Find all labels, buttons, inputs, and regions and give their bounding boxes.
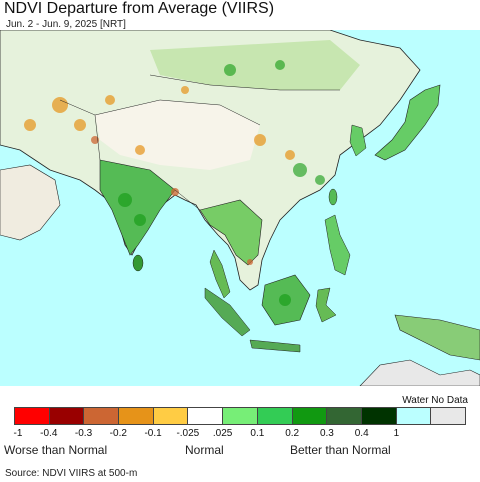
japan	[374, 84, 441, 161]
dry-anomaly-patches	[24, 86, 295, 160]
arabia	[0, 164, 61, 241]
sumatra	[204, 287, 251, 337]
legend-swatch-3	[119, 408, 154, 424]
map-subtitle: Jun. 2 - Jun. 9, 2025 [NRT]	[6, 19, 126, 30]
legend-tick-6: .025	[212, 428, 233, 439]
legend-tick-11: 1	[393, 428, 400, 439]
legend-swatch-12	[431, 408, 465, 424]
legend-swatch-1	[49, 408, 85, 424]
legend-color-bar	[14, 407, 466, 425]
north-band	[150, 40, 360, 90]
legend-ticks: -1 -0.4 -0.3 -0.2 -0.1 -.025 .025 0.1 0.2 0.3 0.4 1	[0, 428, 480, 442]
legend-swatch-11	[396, 408, 432, 424]
ndvi-map	[0, 30, 480, 386]
legend-swatch-9	[327, 408, 362, 424]
legend-swatch-4	[153, 408, 189, 424]
legend-swatch-2	[84, 408, 120, 424]
australia-north	[359, 359, 480, 386]
legend-swatch-7	[257, 408, 293, 424]
legend-caption-better: Better than Normal	[290, 443, 391, 457]
legend-swatch-8	[292, 408, 328, 424]
india	[99, 159, 176, 256]
legend-caption-normal: Normal	[185, 443, 224, 457]
legend-tick-10: 0.4	[354, 428, 369, 439]
legend-tick-8: 0.2	[285, 428, 300, 439]
legend-tick-2: -0.3	[74, 428, 93, 439]
sri-lanka	[132, 254, 144, 272]
taiwan	[328, 188, 338, 206]
legend-tick-4: -0.1	[144, 428, 162, 439]
map-title: NDVI Departure from Average (VIIRS)	[4, 0, 275, 17]
legend-water-nodata-label: Water No Data	[402, 395, 468, 406]
legend-swatch-5	[188, 408, 224, 424]
legend-tick-3: -0.2	[109, 428, 127, 439]
legend-tick-5: -.025	[176, 428, 200, 439]
malay-peninsula	[209, 249, 231, 299]
java	[249, 339, 301, 353]
new-guinea	[394, 314, 480, 361]
korea	[349, 124, 367, 157]
legend-swatch-0	[15, 408, 50, 424]
legend-swatch-10	[361, 408, 397, 424]
legend-swatch-6	[223, 408, 258, 424]
legend-tick-0: -1	[13, 428, 23, 439]
philippines	[324, 214, 351, 276]
country-borders	[59, 74, 340, 211]
legend-tick-7: 0.1	[250, 428, 265, 439]
legend-caption-worse: Worse than Normal	[4, 443, 108, 457]
source-note: Source: NDVI VIIRS at 500-m	[5, 468, 138, 479]
strong-dry-patches	[91, 136, 253, 265]
legend-tick-1: -0.4	[40, 428, 58, 439]
legend-tick-9: 0.3	[319, 428, 334, 439]
indochina	[199, 199, 263, 266]
sulawesi	[315, 287, 337, 323]
green-anomaly-patches	[118, 60, 325, 306]
